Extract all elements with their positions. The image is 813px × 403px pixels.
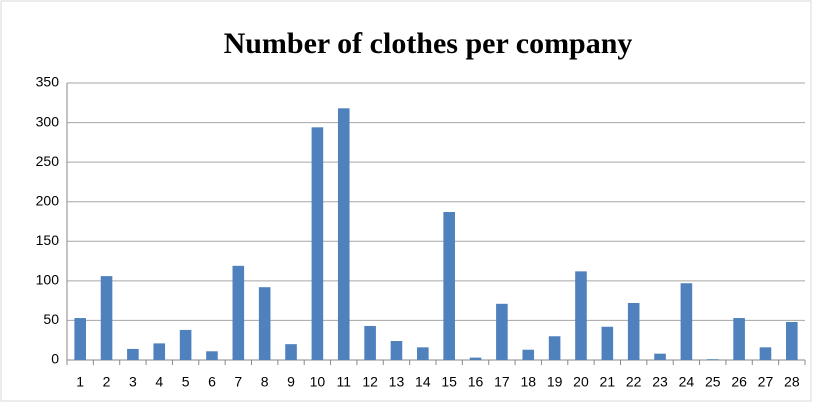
- x-tick-label: 8: [261, 374, 269, 390]
- bar: [469, 357, 482, 360]
- x-tick-label: 26: [731, 374, 747, 390]
- bar: [179, 329, 192, 360]
- bar: [206, 351, 218, 360]
- bar: [548, 336, 561, 360]
- x-tick-label: 10: [310, 374, 326, 390]
- bar: [285, 344, 297, 360]
- x-tick-label: 5: [182, 374, 190, 390]
- y-tick-label: 300: [36, 113, 60, 129]
- chart-title: Number of clothes per company: [224, 27, 633, 60]
- y-tick-label: 0: [51, 351, 59, 367]
- y-tick-label: 350: [36, 74, 60, 90]
- x-tick-label: 21: [600, 374, 616, 390]
- x-tick-label: 3: [129, 374, 137, 390]
- x-tick-label: 9: [287, 374, 295, 390]
- bar: [733, 318, 745, 360]
- bar: [654, 353, 666, 360]
- bar: [258, 287, 271, 360]
- x-tick-label: 17: [494, 374, 510, 390]
- bar: [680, 283, 693, 360]
- x-tick-label: 23: [652, 374, 668, 390]
- bar: [127, 348, 139, 360]
- x-tick-label: 22: [626, 374, 642, 390]
- x-tick-label: 1: [76, 374, 84, 390]
- bar: [601, 326, 614, 360]
- bar: [786, 322, 798, 360]
- y-tick-label: 50: [43, 311, 59, 327]
- bar: [706, 359, 719, 360]
- bar: [364, 325, 376, 360]
- x-tick-label: 11: [336, 374, 351, 390]
- x-tick-label: 2: [103, 374, 111, 390]
- x-tick-label: 6: [208, 374, 216, 390]
- x-tick-label: 24: [679, 374, 695, 390]
- bar: [390, 341, 403, 360]
- bar: [232, 265, 245, 360]
- bar: [522, 349, 535, 360]
- bar: [575, 271, 587, 360]
- bar: [496, 303, 508, 360]
- x-tick-label: 16: [468, 374, 484, 390]
- x-tick-label: 13: [389, 374, 405, 390]
- bar: [417, 347, 429, 360]
- x-tick-label: 7: [234, 374, 242, 390]
- x-tick-label: 20: [573, 374, 589, 390]
- x-tick-label: 25: [705, 374, 721, 390]
- bar: [759, 347, 772, 360]
- x-tick-label: 19: [547, 374, 563, 390]
- y-tick-label: 200: [36, 192, 60, 208]
- y-tick-label: 100: [36, 272, 60, 288]
- y-tick-label: 150: [36, 232, 60, 248]
- bar: [337, 108, 350, 360]
- y-tick-label: 250: [36, 153, 60, 169]
- x-tick-label: 18: [520, 374, 536, 390]
- bar: [311, 127, 324, 360]
- bar: [100, 276, 113, 360]
- x-tick-label: 14: [415, 374, 431, 390]
- x-tick-label: 12: [362, 374, 378, 390]
- bar: [627, 303, 640, 360]
- bar: [74, 318, 86, 360]
- x-tick-label: 27: [758, 374, 774, 390]
- bar: [443, 212, 455, 360]
- x-tick-label: 28: [784, 374, 800, 390]
- bar: [153, 343, 166, 360]
- x-tick-label: 4: [155, 374, 163, 390]
- x-tick-label: 15: [441, 374, 457, 390]
